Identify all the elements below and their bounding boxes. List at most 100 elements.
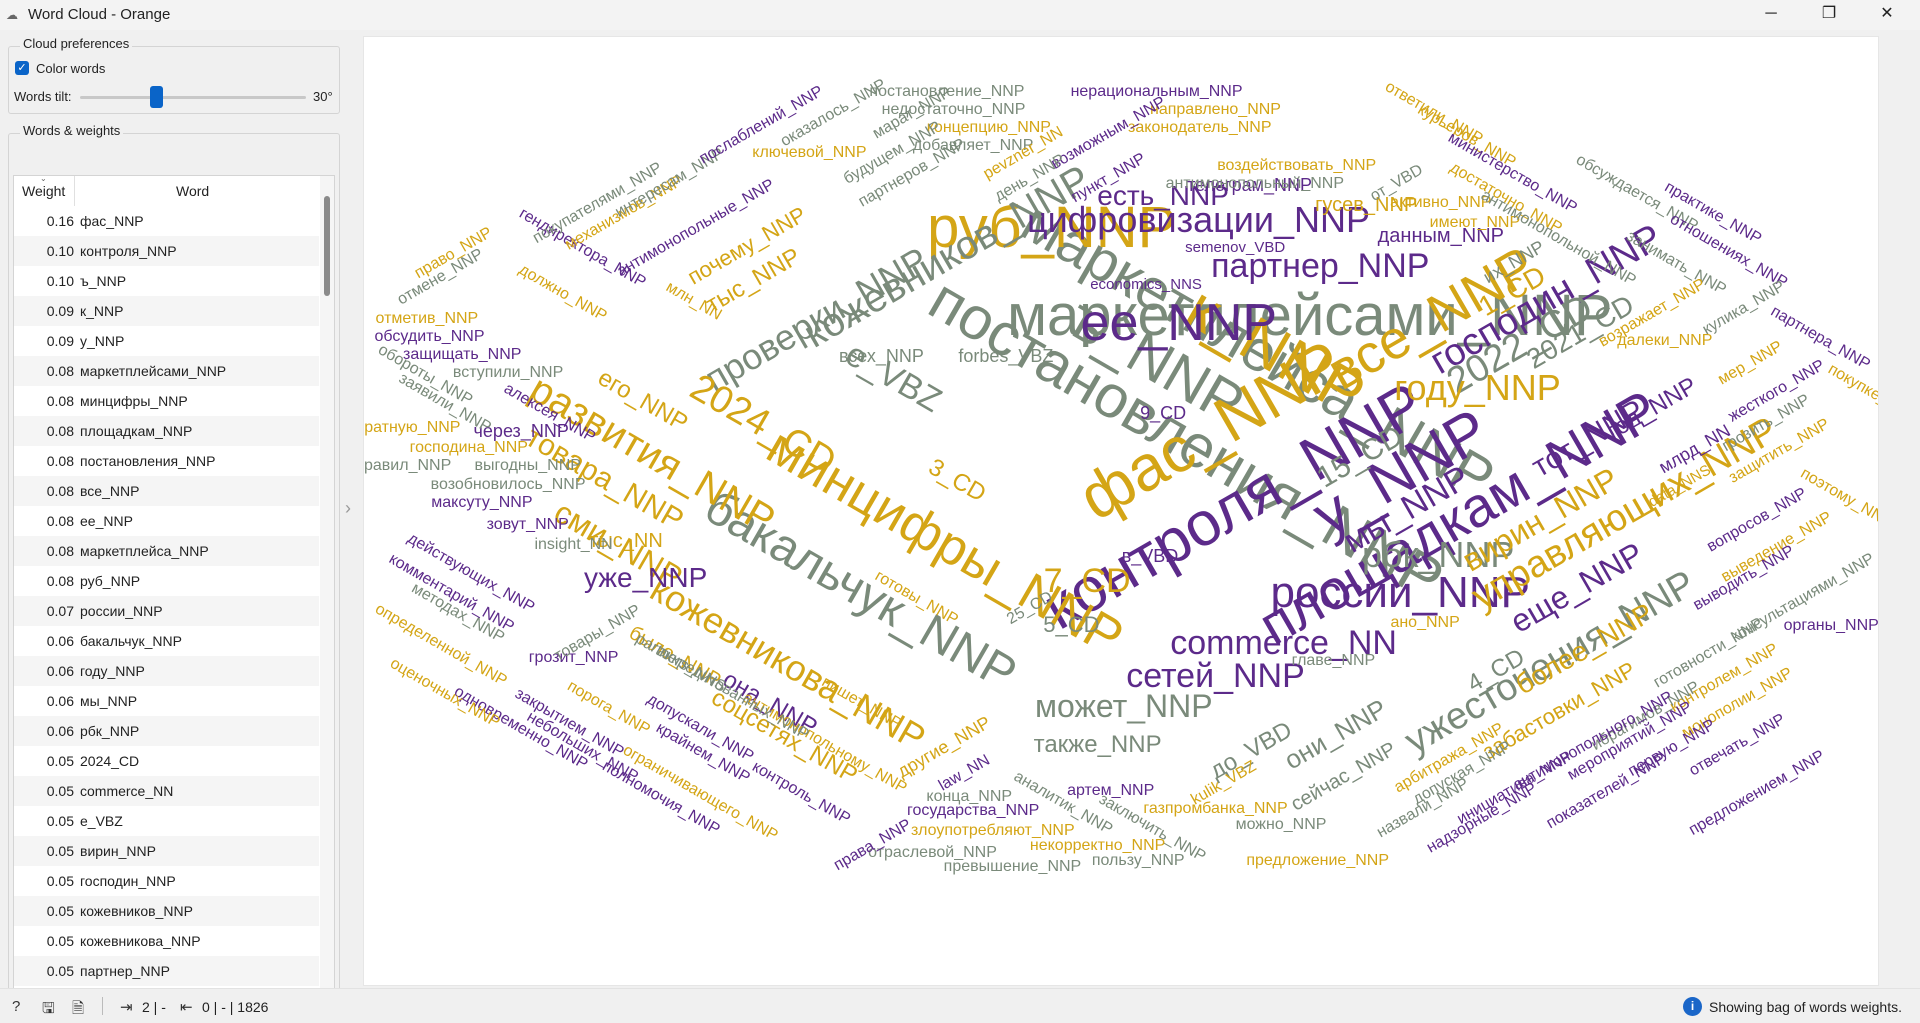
table-scrollbar[interactable] (320, 176, 334, 1001)
cloud-word[interactable]: отраслевой_NNP (868, 844, 997, 861)
close-button[interactable]: ✕ (1880, 5, 1894, 22)
cloud-word[interactable]: выгодны_NNP (475, 457, 581, 474)
report-icon[interactable]: 🗎 (72, 1000, 85, 1017)
cloud-word[interactable]: злоупотребляют_NNP (911, 822, 1075, 839)
cloud-word[interactable]: максуту_NNP (431, 494, 532, 511)
cloud-word[interactable]: имеют_NNP (1430, 214, 1521, 231)
cloud-word[interactable]: уже_NNP (584, 562, 707, 593)
cloud-word[interactable]: всех_NNP (839, 346, 924, 367)
cloud-word[interactable]: партнер_NNP (1211, 247, 1429, 285)
table-row[interactable]: 0.08 маркетплейса_NNP (14, 536, 319, 566)
help-icon[interactable]: ? (12, 998, 21, 1015)
cloud-word[interactable]: гусев_NNP (1315, 194, 1417, 216)
cloud-word[interactable]: некорректно_NNP (1030, 837, 1165, 854)
table-row[interactable]: 0.16 фас_NNP (14, 206, 319, 236)
table-row[interactable]: 0.06 году_NNP (14, 656, 319, 686)
cloud-word[interactable]: сетей_NNP (1126, 657, 1305, 695)
cloud-word[interactable]: далеки_NNP (1617, 332, 1712, 349)
cloud-word[interactable]: главе_NNP (1292, 652, 1376, 669)
word-column-header[interactable]: Word (176, 183, 210, 199)
cloud-word[interactable]: есть_NNP (1097, 180, 1229, 211)
cloud-word[interactable]: можно_NNP (1236, 816, 1327, 833)
table-row[interactable]: 0.05 партнер_NNP (14, 956, 319, 986)
cloud-word[interactable]: также_NNP (1034, 731, 1162, 758)
table-row[interactable]: 0.08 постановления_NNP (14, 446, 319, 476)
table-row[interactable]: 0.05 2024_CD (14, 746, 319, 776)
cloud-word[interactable]: данным_NNP (1378, 225, 1504, 247)
cloud-word[interactable]: тыс_NN (589, 530, 663, 552)
table-row[interactable]: 0.10 ъ_NNP (14, 266, 319, 296)
table-row[interactable]: 0.09 у_NNP (14, 326, 319, 356)
words-tilt-slider[interactable] (80, 96, 306, 99)
cloud-word[interactable]: 9_CD (1140, 403, 1186, 424)
words-table[interactable]: ⌄ Weight Word 0.16 фас_NNP 0.10 контроля_NN… (13, 175, 335, 1002)
cloud-word[interactable]: вступили_NNP (453, 364, 563, 381)
cloud-word[interactable]: 5_CD (1043, 612, 1099, 637)
table-row[interactable]: 0.06 мы_NNP (14, 686, 319, 716)
cloud-word[interactable]: может_NNP (1035, 688, 1213, 724)
cloud-word[interactable]: предложение_NNP (1246, 852, 1389, 869)
cloud-word[interactable]: законодатель_NNP (1128, 119, 1271, 136)
cloud-word[interactable]: господина_NNP (410, 439, 528, 456)
cloud-word[interactable]: commerce_NN (1170, 624, 1397, 662)
minimize-button[interactable]: ─ (1765, 5, 1777, 22)
cloud-word[interactable]: economics_NNS (1090, 276, 1202, 293)
table-row[interactable]: 0.08 площадкам_NNP (14, 416, 319, 446)
cloud-word[interactable]: году_NNP (1394, 367, 1561, 408)
cloud-word[interactable]: мер_NNP (1715, 338, 1785, 388)
words-tilt-slider-handle[interactable] (150, 86, 163, 108)
table-row[interactable]: 0.08 все_NNP (14, 476, 319, 506)
table-row[interactable]: 0.05 вирин_NNP (14, 836, 319, 866)
cloud-word[interactable]: активно_NNP (1390, 194, 1491, 211)
cloud-word[interactable]: через_NNP (474, 421, 569, 442)
cloud-word[interactable]: добавляет_NNP (913, 137, 1033, 154)
cloud-word[interactable]: ее_NNP (1081, 294, 1278, 352)
cloud-word[interactable]: маркетплейсами_NNP (1007, 283, 1612, 348)
table-row[interactable]: 0.05 кожевников_NNP (14, 896, 319, 926)
cloud-word[interactable]: постановление_NNP (869, 83, 1024, 100)
table-row[interactable]: 0.06 бакальчук_NNP (14, 626, 319, 656)
cloud-word[interactable]: 7_CD (1044, 562, 1131, 600)
maximize-button[interactable]: ❐ (1821, 5, 1837, 22)
save-icon[interactable]: 🖫 (42, 1000, 55, 1017)
cloud-word[interactable]: покупке_NNP (1825, 361, 1878, 426)
table-row[interactable]: 0.08 минцифры_NNP (14, 386, 319, 416)
cloud-word[interactable]: обсудить_NNP (375, 328, 485, 345)
cloud-word[interactable]: правил_NNP (364, 457, 451, 474)
cloud-word[interactable]: направлено_NNP (1150, 101, 1281, 118)
table-row[interactable]: 0.09 к_NNP (14, 296, 319, 326)
color-words-checkbox[interactable]: ✓ (15, 61, 29, 75)
cloud-word[interactable]: insight_NN (534, 536, 612, 553)
cloud-word[interactable]: артем_NNP (1067, 782, 1154, 799)
cloud-word[interactable]: 3_CD (924, 453, 991, 507)
cloud-word[interactable]: защищать_NNP (403, 346, 521, 363)
cloud-word[interactable]: конца_NNP (926, 788, 1012, 805)
cloud-word[interactable]: концепцию_NNP (927, 119, 1051, 136)
table-row[interactable]: 0.08 ее_NNP (14, 506, 319, 536)
table-row[interactable]: 0.07 россии_NNP (14, 596, 319, 626)
table-row[interactable]: 0.05 commerce_NN (14, 776, 319, 806)
cloud-word[interactable]: газпромбанка_NNP (1143, 800, 1287, 817)
cloud-word[interactable]: рбк_NNP (1362, 534, 1514, 575)
cloud-word[interactable]: грозит_NNP (529, 649, 619, 666)
cloud-word[interactable]: должно_NNP (516, 261, 610, 325)
cloud-word[interactable]: россии_NNP (1270, 568, 1529, 617)
cloud-word[interactable]: зовут_NNP (487, 516, 569, 533)
cloud-word[interactable]: воздействовать_NNP (1217, 157, 1376, 174)
table-row[interactable]: 0.05 господин_NNP (14, 866, 319, 896)
cloud-word[interactable]: телеграм_NNP (1187, 175, 1312, 196)
table-row[interactable]: 0.08 руб_NNP (14, 566, 319, 596)
cloud-word[interactable]: антимонопольный_NNP (1166, 175, 1344, 192)
cloud-word[interactable]: в_VBD (1122, 546, 1179, 567)
collapse-panel-arrow-icon[interactable]: › (345, 498, 351, 518)
cloud-word[interactable]: недостаточно_NNP (882, 101, 1026, 118)
cloud-word[interactable]: ключевой_NNP (752, 144, 866, 161)
cloud-word[interactable]: возобновилось_NNP (431, 476, 586, 493)
cloud-word[interactable]: государства_NNP (907, 802, 1039, 819)
cloud-word[interactable]: отметив_NNP (376, 310, 479, 327)
cloud-word[interactable]: обратную_NNP (364, 419, 460, 436)
cloud-word[interactable]: ано_NNP (1390, 614, 1459, 631)
cloud-word[interactable]: нерациональным_NNP (1071, 83, 1243, 100)
table-row[interactable]: 0.10 контроля_NNP (14, 236, 319, 266)
cloud-word[interactable]: semenov_VBD (1185, 239, 1285, 256)
